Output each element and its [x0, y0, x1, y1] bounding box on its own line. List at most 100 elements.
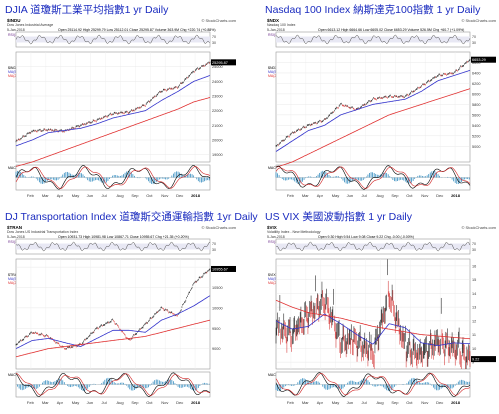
macd-histogram-bar — [453, 384, 455, 388]
macd-histogram-bar — [196, 177, 198, 180]
macd-histogram-bar — [57, 379, 59, 385]
date-label: 5-Jan-2018 — [7, 28, 25, 32]
month-label: Jun — [87, 193, 93, 198]
month-label: Jun — [87, 400, 93, 405]
macd-histogram-bar — [316, 176, 317, 178]
macd-histogram-bar — [417, 380, 419, 385]
macd-histogram-bar — [124, 383, 126, 385]
macd-histogram-bar — [286, 384, 288, 386]
macd-histogram-bar — [415, 379, 417, 385]
month-label: Jun — [347, 193, 353, 198]
macd-histogram-bar — [31, 176, 32, 178]
rsi-tick-label: 70 — [212, 242, 216, 246]
macd-histogram-bar — [303, 378, 305, 385]
macd-histogram-bar — [462, 177, 464, 181]
month-label: Oct — [406, 193, 413, 198]
macd-histogram-bar — [79, 172, 81, 178]
macd-histogram-bar — [383, 384, 384, 388]
macd-histogram-bar — [151, 177, 152, 184]
macd-histogram-bar — [146, 177, 148, 180]
macd-histogram-bar — [291, 177, 292, 180]
macd-histogram-bar — [311, 176, 313, 178]
macd-histogram-bar — [311, 382, 313, 385]
macd-histogram-bar — [115, 175, 117, 178]
y-tick-label: 15 — [472, 278, 476, 282]
y-tick-label: 6400 — [472, 71, 480, 75]
macd-histogram-bar — [300, 177, 302, 184]
month-label: Apr — [317, 193, 324, 198]
month-label: 2018 — [451, 193, 461, 198]
macd-histogram-bar — [183, 175, 185, 178]
y-tick-label: 5200 — [472, 134, 480, 138]
y-tick-label: 21000 — [212, 124, 223, 128]
macd-histogram-bar — [104, 379, 106, 385]
y-tick-label: 19000 — [212, 153, 223, 157]
macd-histogram-bar — [176, 384, 177, 386]
macd-histogram-bar — [177, 171, 179, 178]
macd-histogram-bar — [20, 384, 22, 390]
macd-histogram-bar — [74, 384, 76, 386]
nasdaq-chart-svg: 5000 5200 5400 5600 5800 6000 6200 6400 6600 Feb M… — [275, 31, 496, 198]
macd-histogram-bar — [162, 177, 163, 179]
macd-histogram-bar — [434, 384, 436, 390]
macd-histogram-bar — [98, 177, 99, 181]
macd-histogram-bar — [465, 381, 467, 385]
macd-histogram-bar — [82, 384, 84, 391]
macd-histogram-bar — [378, 174, 380, 178]
y-tick-label: 12 — [472, 319, 476, 323]
month-label: Jul — [362, 193, 367, 198]
macd-histogram-bar — [56, 380, 57, 385]
last-price-label: 25295.87 — [212, 61, 228, 65]
macd-histogram-bar — [375, 384, 377, 387]
macd-histogram-bar — [73, 384, 75, 387]
macd-histogram-bar — [18, 170, 20, 178]
macd-histogram-bar — [121, 175, 123, 178]
symbol-label: $TRAN — [7, 225, 23, 230]
y-tick-label: 6600 — [472, 61, 480, 65]
month-label: Aug — [116, 193, 123, 198]
macd-histogram-bar — [277, 384, 278, 391]
watermark: © StockCharts.com — [201, 225, 236, 230]
macd-histogram-bar — [115, 383, 117, 385]
y-tick-label: 9500 — [212, 327, 220, 331]
macd-histogram-bar — [333, 384, 335, 388]
macd-histogram-bar — [194, 384, 196, 391]
rsi-line — [15, 241, 211, 252]
macd-histogram-bar — [154, 177, 156, 184]
macd-histogram-bar — [113, 382, 115, 385]
macd-histogram-bar — [54, 381, 56, 385]
month-label: Mar — [42, 400, 50, 405]
month-label: Apr — [317, 400, 324, 405]
macd-histogram-bar — [425, 382, 426, 385]
ohlc-readout: Open 25114.92 High 25299.79 Low 25112.01… — [58, 28, 216, 32]
macd-histogram-bar — [459, 177, 461, 184]
macd-histogram-bar — [406, 383, 408, 385]
macd-histogram-bar — [84, 384, 85, 391]
macd-histogram-bar — [205, 177, 207, 181]
macd-histogram-bar — [118, 175, 120, 178]
macd-histogram-bar — [157, 177, 159, 181]
macd-histogram-bar — [199, 177, 201, 183]
macd-histogram-bar — [197, 384, 199, 388]
macd-histogram-bar — [169, 379, 171, 385]
macd-histogram-bar — [158, 380, 160, 385]
macd-histogram-bar — [191, 174, 193, 178]
macd-histogram-bar — [132, 174, 134, 178]
macd-histogram-bar — [172, 381, 174, 385]
macd-histogram-bar — [168, 177, 170, 179]
macd-histogram-bar — [165, 381, 166, 385]
macd-histogram-bar — [201, 177, 202, 183]
macd-histogram-bar — [344, 384, 345, 387]
macd-histogram-bar — [284, 384, 286, 387]
macd-histogram-bar — [193, 175, 195, 178]
macd-histogram-bar — [208, 177, 210, 181]
macd-histogram-bar — [23, 384, 25, 390]
macd-histogram-bar — [322, 384, 324, 387]
macd-histogram-bar — [101, 383, 103, 385]
macd-histogram-bar — [323, 384, 325, 389]
rsi-band — [16, 243, 210, 250]
macd-histogram-bar — [341, 384, 342, 390]
macd-histogram-bar — [71, 174, 73, 178]
macd-histogram-bar — [456, 177, 458, 184]
ma200-line — [275, 88, 471, 168]
